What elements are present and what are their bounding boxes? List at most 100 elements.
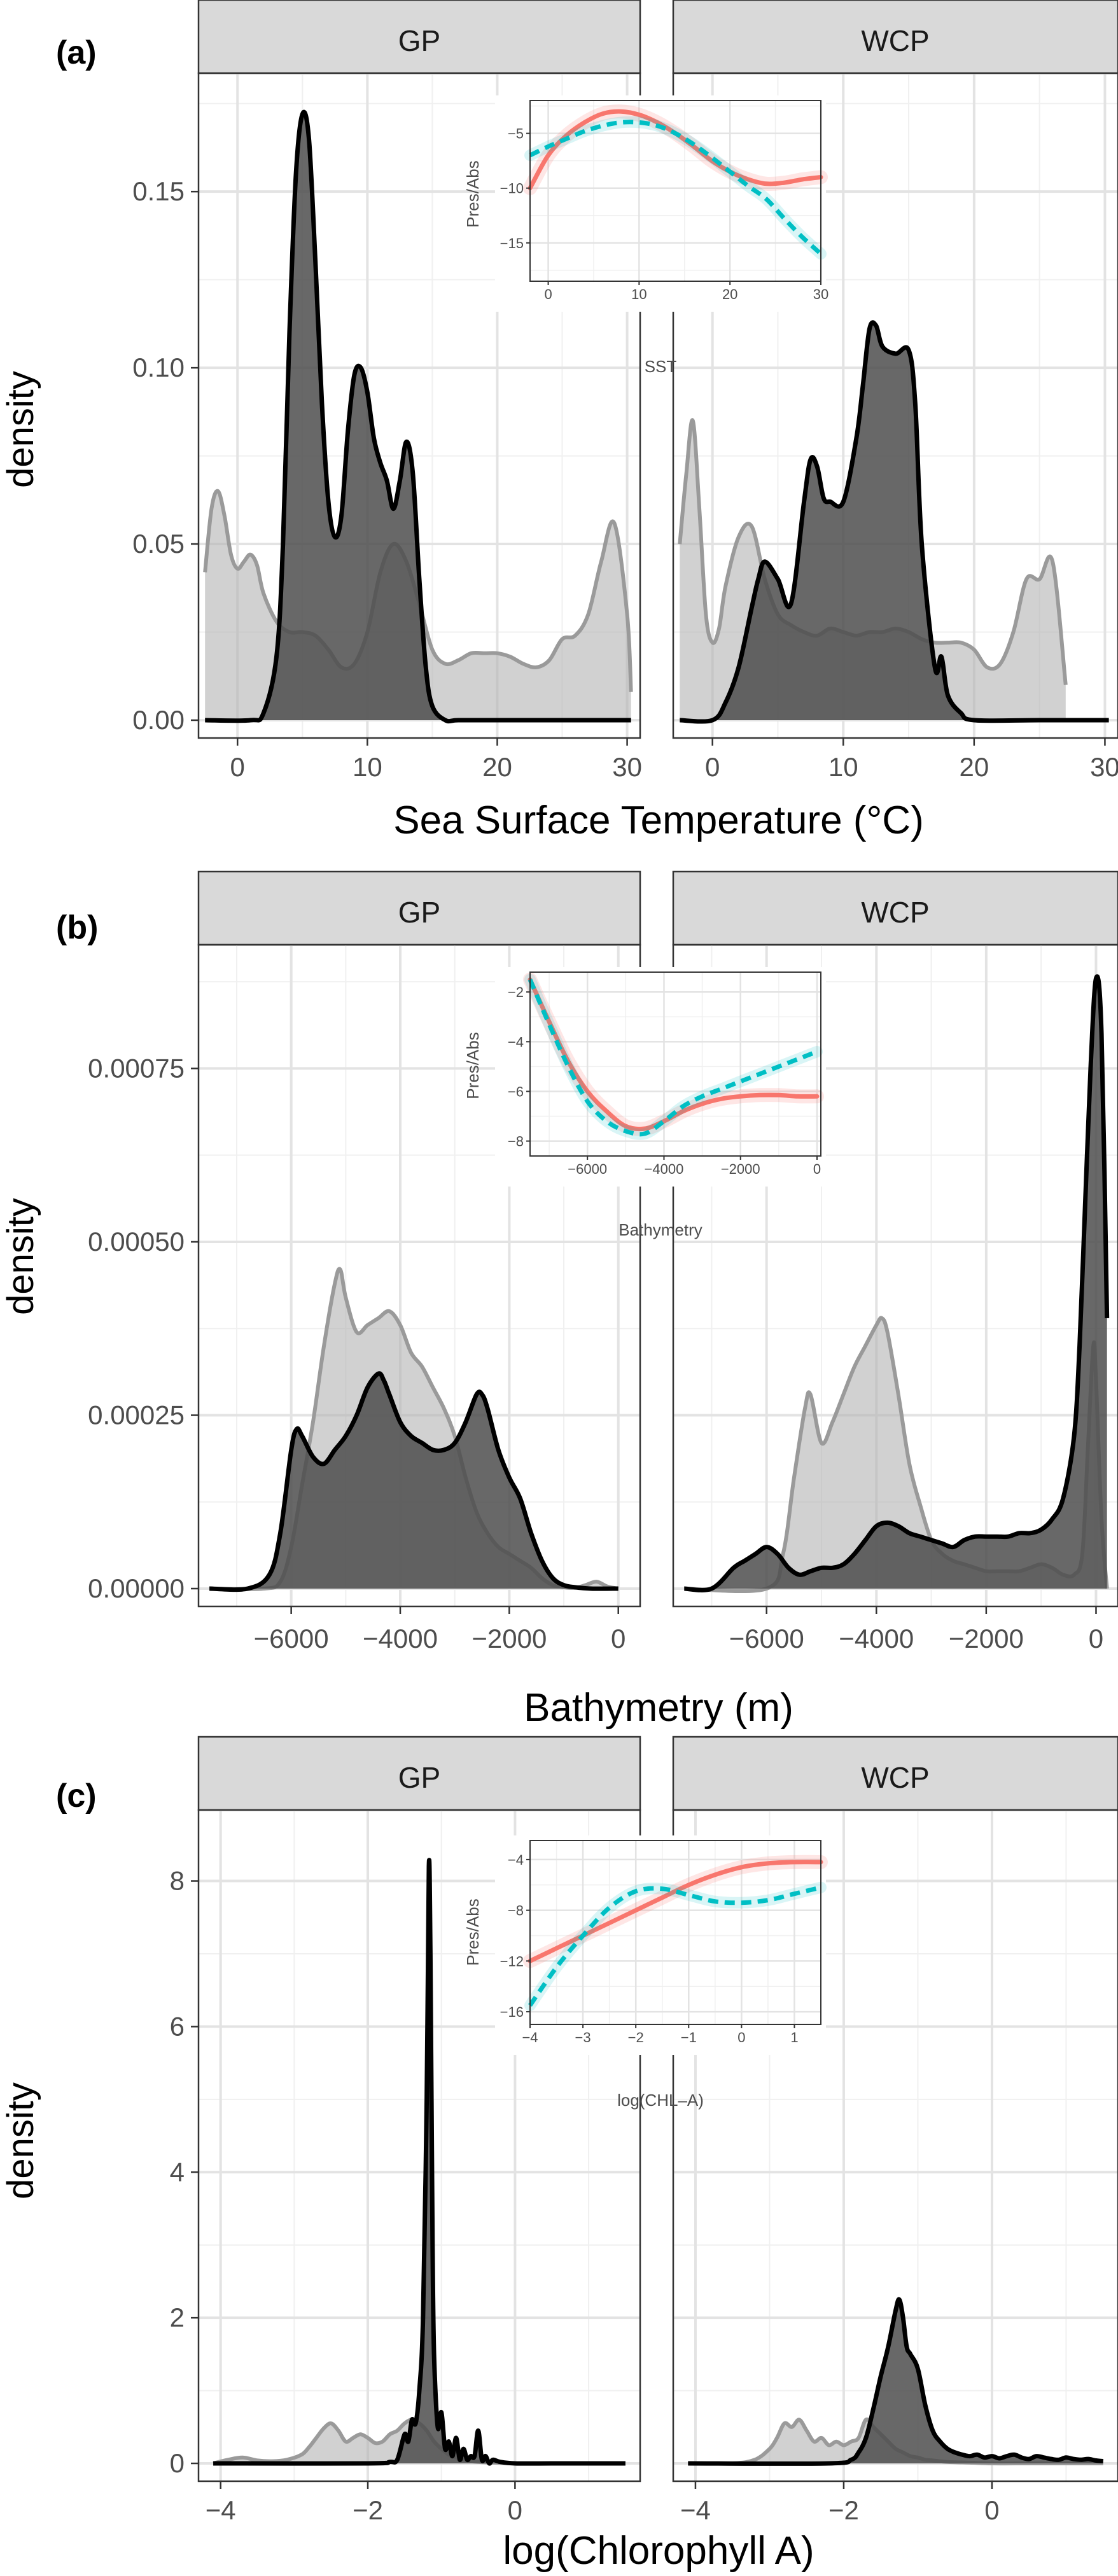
inset-x-title: Bathymetry <box>618 1220 702 1239</box>
inset-line-wcp <box>529 120 823 256</box>
inset-line-wcp <box>528 978 818 1137</box>
inset-x-tick-label: −2000 <box>721 1161 760 1177</box>
inset-y-tick-label: −5 <box>508 126 524 142</box>
panel-border <box>197 943 641 1608</box>
density-line-presence <box>213 1858 625 2466</box>
inset-x-title: log(CHL–A) <box>617 2091 704 2110</box>
x-tick-label: −2000 <box>472 1624 547 1654</box>
x-tick-label: 30 <box>1090 752 1118 782</box>
inset-x-title: SST <box>645 357 677 376</box>
panel-border <box>672 943 1118 1608</box>
panel-b-inset: −6000 −4000 −2000 0 −8 −6 −4 −2 Pres/Abs Bathymet… <box>463 967 826 1239</box>
inset-x-tick-label: −4000 <box>645 1161 684 1177</box>
y-tick-label: 0.00050 <box>88 1227 185 1257</box>
inset-y-title: Pres/Abs <box>463 1898 482 1966</box>
panel-c: (c) density log(Chlorophyll A) GP −4 −2 0 0… <box>0 1736 1118 2573</box>
facet-strip <box>197 870 641 946</box>
panel-border <box>197 72 641 739</box>
x-tick-label: −2 <box>828 2495 859 2525</box>
inset-x-tick-label: −2 <box>628 2029 644 2045</box>
x-tick-label: 20 <box>482 752 512 782</box>
inset-y-title: Pres/Abs <box>463 160 482 228</box>
panel-c-inset: −4 −3 −2 −1 0 1 −16 −12 −8 −4 Pres/Abs log(CHL–A) <box>463 1835 828 2110</box>
x-tick-label: −2 <box>353 2495 383 2525</box>
y-tick-label: 4 <box>170 2157 185 2187</box>
inset-y-tick-label: −8 <box>508 1134 524 1150</box>
facet-strip <box>672 870 1118 946</box>
inset-y-tick-label: −8 <box>508 1903 524 1919</box>
panel-b-tag: (b) <box>56 909 98 946</box>
facet-strip <box>672 0 1118 74</box>
inset-x-tick-label: 0 <box>813 1161 821 1177</box>
panel-border <box>672 72 1118 739</box>
inset-x-tick-label: −3 <box>575 2029 591 2045</box>
x-tick-label: −4000 <box>363 1624 438 1654</box>
density-line-presence <box>209 1371 618 1592</box>
inset-x-tick-label: 0 <box>544 286 552 302</box>
x-tick-label: −6000 <box>729 1624 804 1654</box>
inset-y-title: Pres/Abs <box>463 1032 482 1099</box>
panel-border <box>672 1809 1118 2482</box>
y-tick-label: 0.00075 <box>88 1053 185 1083</box>
density-line-presence <box>684 974 1110 1592</box>
facet-strip <box>672 1736 1118 1811</box>
y-tick-label: 0.00025 <box>88 1400 185 1430</box>
inset-gridlines <box>530 101 822 281</box>
inset-y-tick-label: −15 <box>500 235 524 251</box>
x-tick-label: 0 <box>611 1624 625 1654</box>
inset-x-tick-label: −6000 <box>568 1161 607 1177</box>
facet-strip-label: GP <box>398 24 440 57</box>
panel-c-x-title: log(Chlorophyll A) <box>503 2529 814 2573</box>
x-tick-label: −4 <box>206 2495 236 2525</box>
x-tick-label: 0 <box>1089 1624 1103 1654</box>
inset-y-tick-label: −16 <box>500 2004 524 2020</box>
x-tick-label: 10 <box>828 752 858 782</box>
inset-border <box>529 1840 821 2025</box>
y-tick-label: 8 <box>170 1866 185 1896</box>
inset-border <box>529 971 821 1157</box>
density-line-presence <box>205 109 631 724</box>
density-area-all <box>688 2419 1103 2464</box>
inset-x-tick-label: 30 <box>813 286 828 302</box>
panel-a: (a) density Sea Surface Temperature (°C)… <box>0 0 1118 842</box>
inset-y-tick-label: −10 <box>500 181 524 197</box>
inset-x-tick-label: −1 <box>681 2029 697 2045</box>
y-tick-label: 2 <box>170 2302 185 2332</box>
panel-b: (b) density Bathymetry (m) GP −6000 −4000… <box>0 870 1118 1730</box>
inset-ci-band <box>524 1881 827 2012</box>
x-tick-label: 30 <box>612 752 642 782</box>
panel-a-inset: 0 10 20 30 −15 −10 −5 Pres/Abs SST <box>463 95 828 376</box>
x-tick-label: −6000 <box>254 1624 329 1654</box>
inset-x-tick-label: 1 <box>790 2029 798 2045</box>
x-tick-label: 0 <box>705 752 720 782</box>
facet-strip-label: GP <box>398 1761 440 1794</box>
y-tick-label: 6 <box>170 2011 185 2041</box>
inset-y-tick-label: −12 <box>500 1953 524 1969</box>
density-area-presence <box>680 322 1109 722</box>
x-tick-label: 0 <box>984 2495 999 2525</box>
inset-x-tick-label: 0 <box>737 2029 745 2045</box>
inset-background <box>495 967 826 1187</box>
x-tick-label: −4000 <box>839 1624 914 1654</box>
x-tick-label: −2000 <box>949 1624 1024 1654</box>
panel-a-tag: (a) <box>56 34 97 71</box>
panel-b-x-title: Bathymetry (m) <box>524 1686 793 1730</box>
inset-background <box>495 1835 826 2055</box>
facet-strip <box>197 1736 641 1811</box>
y-tick-label: 0 <box>170 2448 185 2478</box>
panel-border <box>197 1809 641 2482</box>
panel-a-x-title: Sea Surface Temperature (°C) <box>393 798 923 842</box>
density-area-presence <box>205 112 631 721</box>
inset-x-tick-label: −4 <box>522 2029 538 2045</box>
facet-strip-label: WCP <box>861 24 929 57</box>
density-area-presence <box>688 2299 1103 2464</box>
y-tick-label: 0.00000 <box>88 1573 185 1603</box>
inset-y-tick-label: −4 <box>508 1034 524 1050</box>
inset-border <box>529 100 821 282</box>
y-tick-label: 0.00 <box>132 705 185 735</box>
x-tick-label: 10 <box>353 752 382 782</box>
y-tick-label: 0.10 <box>132 352 185 382</box>
inset-y-tick-label: −2 <box>508 984 524 1000</box>
inset-x-tick-label: 10 <box>631 286 646 302</box>
